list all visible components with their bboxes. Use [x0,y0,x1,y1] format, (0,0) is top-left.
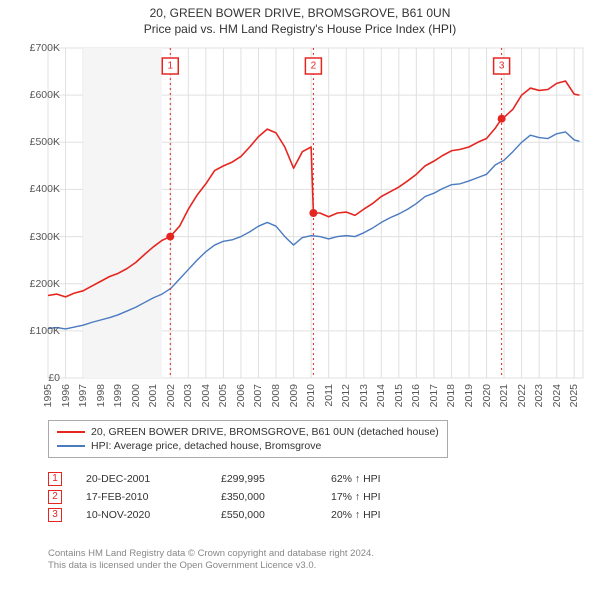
y-tick-label: £500K [10,136,60,148]
legend-box: 20, GREEN BOWER DRIVE, BROMSGROVE, B61 0… [48,420,448,458]
x-tick-label: 2006 [235,384,247,407]
sales-marker-1: 1 [48,472,62,486]
title-address: 20, GREEN BOWER DRIVE, BROMSGROVE, B61 0… [0,6,600,20]
x-tick-label: 2001 [147,384,159,407]
x-tick-label: 2022 [516,384,528,407]
y-tick-label: £300K [10,231,60,243]
sales-price-2: £350,000 [221,490,331,504]
sales-date-2: 17-FEB-2010 [86,490,221,504]
x-tick-label: 2016 [410,384,422,407]
x-tick-label: 2008 [270,384,282,407]
x-tick-label: 1997 [77,384,89,407]
x-tick-label: 2014 [375,384,387,407]
sales-date-3: 10-NOV-2020 [86,508,221,522]
sales-row-1: 1 20-DEC-2001 £299,995 62% ↑ HPI [48,472,441,486]
sales-delta-2: 17% ↑ HPI [331,490,441,504]
x-tick-label: 2021 [498,384,510,407]
x-tick-label: 2018 [445,384,457,407]
y-tick-label: £200K [10,278,60,290]
x-tick-label: 2005 [217,384,229,407]
chart-container: 20, GREEN BOWER DRIVE, BROMSGROVE, B61 0… [0,0,600,590]
x-tick-label: 1995 [42,384,54,407]
x-tick-label: 2000 [130,384,142,407]
x-tick-label: 2003 [182,384,194,407]
x-tick-label: 1999 [112,384,124,407]
x-tick-label: 2013 [358,384,370,407]
y-tick-label: £700K [10,42,60,54]
title-subtitle: Price paid vs. HM Land Registry's House … [0,22,600,36]
legend-swatch-1 [57,445,85,447]
x-tick-label: 2020 [481,384,493,407]
footer-line2: This data is licensed under the Open Gov… [48,560,374,572]
x-tick-label: 2009 [288,384,300,407]
y-tick-label: £400K [10,183,60,195]
sales-marker-2: 2 [48,490,62,504]
legend-swatch-0 [57,431,85,433]
x-tick-label: 2012 [340,384,352,407]
legend-label-1: HPI: Average price, detached house, Brom… [91,439,321,453]
x-tick-label: 2002 [165,384,177,407]
x-tick-label: 1998 [95,384,107,407]
svg-text:3: 3 [499,61,505,72]
x-tick-label: 2025 [568,384,580,407]
footer-attribution: Contains HM Land Registry data © Crown c… [48,548,374,572]
x-tick-label: 2019 [463,384,475,407]
sales-row-3: 3 10-NOV-2020 £550,000 20% ↑ HPI [48,508,441,522]
sales-delta-3: 20% ↑ HPI [331,508,441,522]
y-tick-label: £0 [10,372,60,384]
legend-label-0: 20, GREEN BOWER DRIVE, BROMSGROVE, B61 0… [91,425,439,439]
chart-plot-area: 1 2 3 [48,48,583,378]
x-tick-label: 1996 [60,384,72,407]
svg-text:1: 1 [167,61,173,72]
x-tick-label: 2007 [252,384,264,407]
legend-item-series-1: HPI: Average price, detached house, Brom… [57,439,439,453]
x-tick-label: 2004 [200,384,212,407]
sales-marker-3: 3 [48,508,62,522]
sales-date-1: 20-DEC-2001 [86,472,221,486]
chart-svg: 1 2 3 [48,48,583,378]
svg-text:2: 2 [311,61,317,72]
sales-price-1: £299,995 [221,472,331,486]
title-block: 20, GREEN BOWER DRIVE, BROMSGROVE, B61 0… [0,0,600,36]
x-tick-label: 2017 [428,384,440,407]
x-tick-label: 2023 [533,384,545,407]
x-tick-label: 2024 [551,384,563,407]
sales-delta-1: 62% ↑ HPI [331,472,441,486]
y-tick-label: £600K [10,89,60,101]
y-tick-label: £100K [10,325,60,337]
legend-item-series-0: 20, GREEN BOWER DRIVE, BROMSGROVE, B61 0… [57,425,439,439]
sales-price-3: £550,000 [221,508,331,522]
footer-line1: Contains HM Land Registry data © Crown c… [48,548,374,560]
sales-row-2: 2 17-FEB-2010 £350,000 17% ↑ HPI [48,490,441,504]
x-tick-label: 2015 [393,384,405,407]
x-tick-label: 2010 [305,384,317,407]
sales-table: 1 20-DEC-2001 £299,995 62% ↑ HPI 2 17-FE… [48,468,441,526]
x-tick-label: 2011 [323,384,335,407]
